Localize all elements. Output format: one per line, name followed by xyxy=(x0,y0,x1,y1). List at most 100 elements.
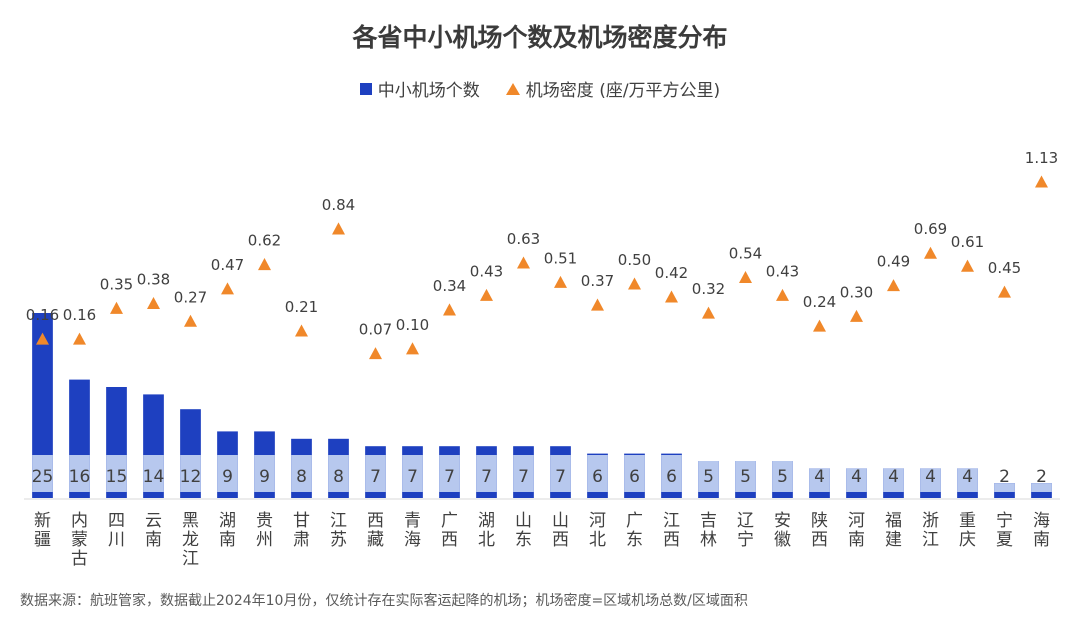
bar-label-band-12 xyxy=(476,455,497,492)
density-label-25: 0.61 xyxy=(951,233,984,251)
density-label-23: 0.49 xyxy=(877,253,910,271)
density-label-27: 1.13 xyxy=(1025,149,1058,167)
category-label-18-char-1: 林 xyxy=(700,530,717,550)
bar-value-label-0: 25 xyxy=(32,467,54,487)
category-label-19-char-0: 辽 xyxy=(737,511,754,531)
category-label-12-char-1: 北 xyxy=(478,530,495,550)
bar-label-band-14 xyxy=(550,455,571,492)
density-marker-5 xyxy=(221,282,234,295)
bar-label-band-15 xyxy=(587,455,608,492)
category-label-25-char-1: 庆 xyxy=(959,530,976,550)
category-label-20-char-0: 安 xyxy=(774,511,791,531)
category-label-11-char-0: 广 xyxy=(441,511,458,531)
category-label-4-char-1: 龙 xyxy=(182,530,199,550)
density-label-2: 0.35 xyxy=(100,275,133,293)
category-label-2-char-0: 四 xyxy=(108,511,125,531)
bar-label-band-26 xyxy=(994,483,1015,492)
category-label-24-char-0: 浙 xyxy=(922,511,939,531)
category-label-27-char-0: 海 xyxy=(1033,511,1050,531)
density-label-12: 0.43 xyxy=(470,262,503,280)
bar-value-label-12: 7 xyxy=(481,467,492,487)
category-label-17-char-1: 西 xyxy=(663,530,680,550)
category-label-6-char-1: 州 xyxy=(256,530,273,550)
category-label-1-char-1: 蒙 xyxy=(71,530,88,550)
bar-label-band-24 xyxy=(920,468,941,492)
legend-label-density: 机场密度 (座/万平方公里) xyxy=(525,81,721,101)
category-label-23-char-1: 建 xyxy=(885,530,902,550)
density-label-5: 0.47 xyxy=(211,256,244,274)
legend-triangle-swatch xyxy=(505,82,520,95)
density-marker-7 xyxy=(295,324,308,337)
density-label-11: 0.34 xyxy=(433,277,466,295)
bar-value-label-17: 6 xyxy=(666,467,677,487)
category-label-0-char-0: 新 xyxy=(34,511,51,531)
density-label-1: 0.16 xyxy=(63,306,96,324)
density-marker-18 xyxy=(702,306,715,319)
density-marker-16 xyxy=(628,277,641,290)
bar-label-band-7 xyxy=(291,455,312,492)
density-marker-12 xyxy=(480,288,493,301)
density-label-14: 0.51 xyxy=(544,249,577,267)
density-marker-6 xyxy=(258,258,271,271)
density-marker-0 xyxy=(36,332,49,345)
chart-title: 各省中小机场个数及机场密度分布 xyxy=(352,23,728,52)
category-label-8-char-1: 苏 xyxy=(330,530,347,550)
density-marker-14 xyxy=(554,275,567,288)
bar-label-band-10 xyxy=(402,455,423,492)
category-label-3-char-0: 云 xyxy=(145,511,162,531)
category-label-9-char-0: 西 xyxy=(367,511,384,531)
category-label-9-char-1: 藏 xyxy=(367,530,384,550)
bar-label-band-1 xyxy=(69,455,90,492)
category-label-18-char-0: 吉 xyxy=(700,511,717,531)
density-label-16: 0.50 xyxy=(618,251,651,269)
density-label-7: 0.21 xyxy=(285,298,318,316)
bar-label-band-13 xyxy=(513,455,534,492)
density-marker-20 xyxy=(776,288,789,301)
category-label-11-char-1: 西 xyxy=(441,530,458,550)
category-label-7-char-1: 肃 xyxy=(293,530,310,550)
density-label-20: 0.43 xyxy=(766,262,799,280)
bar-value-label-2: 15 xyxy=(106,467,128,487)
category-label-27-char-1: 南 xyxy=(1033,530,1050,550)
density-label-9: 0.07 xyxy=(359,321,392,339)
category-label-19-char-1: 宁 xyxy=(737,530,754,550)
category-label-5-char-0: 湖 xyxy=(219,511,236,531)
density-label-22: 0.30 xyxy=(840,283,873,301)
bar-value-label-19: 5 xyxy=(740,467,751,487)
category-label-6-char-0: 贵 xyxy=(256,511,273,531)
bar-value-label-22: 4 xyxy=(851,467,862,487)
category-label-10-char-0: 青 xyxy=(404,511,421,531)
bar-label-band-25 xyxy=(957,468,978,492)
bar-value-label-7: 8 xyxy=(296,467,307,487)
bar-0 xyxy=(32,313,53,498)
category-label-22-char-0: 河 xyxy=(848,511,865,531)
category-label-23-char-0: 福 xyxy=(885,511,902,531)
bar-value-label-8: 8 xyxy=(333,467,344,487)
bar-label-band-0 xyxy=(32,455,53,492)
bar-value-label-21: 4 xyxy=(814,467,825,487)
density-marker-4 xyxy=(184,314,197,327)
bar-value-label-11: 7 xyxy=(444,467,455,487)
bar-value-label-14: 7 xyxy=(555,467,566,487)
bar-value-label-16: 6 xyxy=(629,467,640,487)
bar-label-band-11 xyxy=(439,455,460,492)
bar-value-label-18: 5 xyxy=(703,467,714,487)
density-marker-10 xyxy=(406,342,419,355)
bar-value-label-13: 7 xyxy=(518,467,529,487)
category-label-15-char-0: 河 xyxy=(589,511,606,531)
category-label-13-char-1: 东 xyxy=(515,530,532,550)
legend-label-airport-count: 中小机场个数 xyxy=(377,81,480,101)
bar-value-label-5: 9 xyxy=(222,467,233,487)
category-label-21-char-1: 西 xyxy=(811,530,828,550)
density-marker-24 xyxy=(924,246,937,259)
category-label-4-char-2: 江 xyxy=(182,549,199,569)
category-label-24-char-1: 江 xyxy=(922,530,939,550)
density-marker-27 xyxy=(1035,175,1048,188)
bar-value-label-9: 7 xyxy=(370,467,381,487)
bar-label-band-6 xyxy=(254,455,275,492)
category-label-15-char-1: 北 xyxy=(589,530,606,550)
category-label-1-char-2: 古 xyxy=(71,549,88,569)
density-label-18: 0.32 xyxy=(692,280,725,298)
density-marker-8 xyxy=(332,222,345,235)
bar-value-label-26: 2 xyxy=(999,467,1010,487)
